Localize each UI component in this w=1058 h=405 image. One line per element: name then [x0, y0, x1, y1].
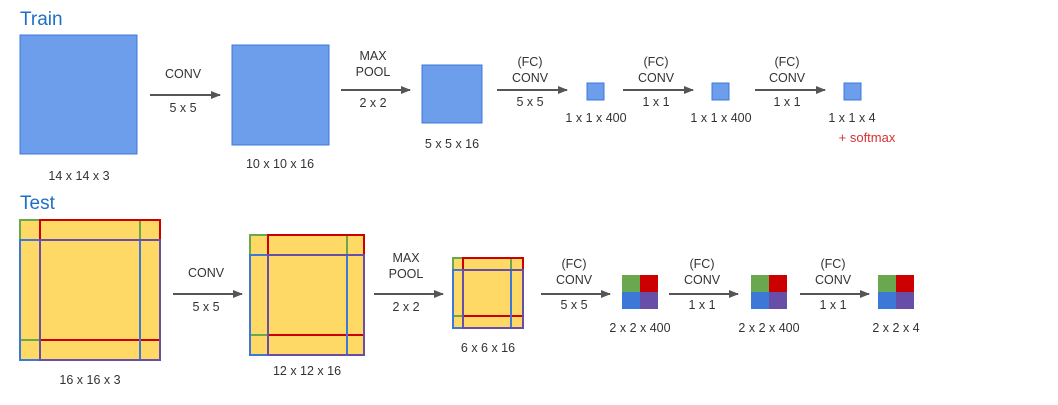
train-op-4-size: 1 x 1 — [642, 95, 669, 109]
test-op-4-line2: CONV — [684, 273, 721, 287]
train-fc1-box — [586, 82, 605, 101]
test-input-box — [19, 219, 161, 361]
test-op-4-line1: (FC) — [690, 257, 715, 271]
test-op-2-size: 2 x 2 — [392, 300, 419, 314]
test-shape-6: 2 x 2 x 4 — [872, 321, 919, 335]
train-shape-1: 14 x 14 x 3 — [48, 169, 109, 183]
test-op-2-line1: MAX — [392, 251, 420, 265]
test-fc1-box — [622, 275, 658, 309]
train-input-box — [19, 34, 138, 155]
test-shape-2: 12 x 12 x 16 — [273, 364, 341, 378]
test-output-box — [878, 275, 914, 309]
train-output-box — [843, 82, 862, 101]
train-op-5-line1: (FC) — [775, 55, 800, 69]
train-shape-3: 5 x 5 x 16 — [425, 137, 479, 151]
test-shape-1: 16 x 16 x 3 — [59, 373, 120, 387]
test-fc2-box — [751, 275, 787, 309]
test-op-3-line1: (FC) — [562, 257, 587, 271]
train-title: Train — [20, 9, 63, 30]
train-fc2-box — [711, 82, 730, 101]
train-op-2-size: 2 x 2 — [359, 96, 386, 110]
test-shape-5: 2 x 2 x 400 — [738, 321, 799, 335]
train-pool-box — [421, 64, 483, 124]
train-op-2-line1: MAX — [359, 49, 387, 63]
test-shape-4: 2 x 2 x 400 — [609, 321, 670, 335]
train-shape-4: 1 x 1 x 400 — [565, 111, 626, 125]
train-shape-6: 1 x 1 x 4 — [828, 111, 875, 125]
train-op-5-line2: CONV — [769, 71, 806, 85]
train-shape-5: 1 x 1 x 400 — [690, 111, 751, 125]
train-op-3-size: 5 x 5 — [516, 95, 543, 109]
test-op-5-line1: (FC) — [821, 257, 846, 271]
test-op-5-size: 1 x 1 — [819, 298, 846, 312]
test-op-4-size: 1 x 1 — [688, 298, 715, 312]
train-op-4-line1: (FC) — [644, 55, 669, 69]
train-op-4-line2: CONV — [638, 71, 675, 85]
train-op-2-line2: POOL — [356, 65, 391, 79]
train-op-1-name: CONV — [165, 67, 202, 81]
test-title: Test — [20, 193, 56, 214]
test-op-5-line2: CONV — [815, 273, 852, 287]
test-shape-3: 6 x 6 x 16 — [461, 341, 515, 355]
train-shape-2: 10 x 10 x 16 — [246, 157, 314, 171]
train-op-1-size: 5 x 5 — [169, 101, 196, 115]
test-op-1-name: CONV — [188, 266, 225, 280]
test-op-2-line2: POOL — [389, 267, 424, 281]
train-conv1-box — [231, 44, 330, 146]
train-op-3-line2: CONV — [512, 71, 549, 85]
test-op-3-size: 5 x 5 — [560, 298, 587, 312]
train-op-3-line1: (FC) — [518, 55, 543, 69]
train-softmax-label: + softmax — [839, 130, 896, 145]
train-op-5-size: 1 x 1 — [773, 95, 800, 109]
test-conv1-box — [249, 234, 365, 356]
test-op-1-size: 5 x 5 — [192, 300, 219, 314]
test-op-3-line2: CONV — [556, 273, 593, 287]
test-pool-box — [452, 257, 524, 329]
